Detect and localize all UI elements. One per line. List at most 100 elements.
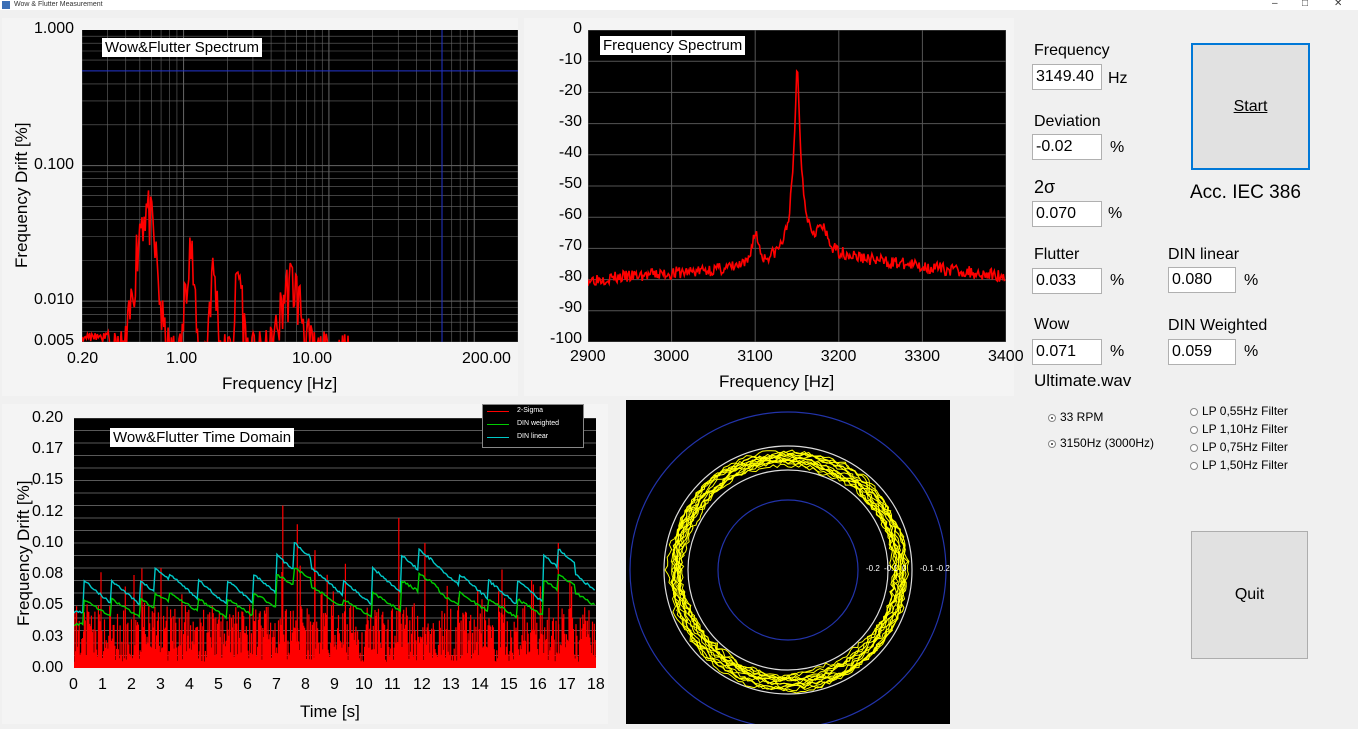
frequency-unit: Hz (1108, 70, 1128, 87)
td-xtick: 8 (301, 676, 310, 693)
radio-dot (1190, 425, 1198, 434)
fs-xlabel: Frequency [Hz] (719, 372, 835, 391)
maximize-button[interactable]: □ (1302, 0, 1309, 9)
close-button[interactable]: ✕ (1334, 0, 1343, 9)
legend-item-din-weighted: DIN weighted (487, 420, 567, 430)
fs-ytick: -30 (558, 113, 582, 130)
app-icon (2, 1, 10, 9)
tone-3150hz-radio[interactable]: 3150Hz (3000Hz) (1048, 436, 1154, 450)
title-bar: Wow & Flutter Measurement – □ ✕ (0, 0, 1358, 10)
td-ytick: 0.08 (32, 565, 64, 582)
fs-ytick: -20 (558, 82, 582, 99)
td-ytick: 0.15 (32, 471, 64, 488)
deviation-field: -0.02 (1032, 134, 1102, 160)
wow-unit: % (1110, 343, 1125, 360)
freq-spectrum-label: Frequency Spectrum (600, 36, 746, 55)
td-xtick: 1 (98, 676, 107, 693)
fs-ytick: 0 (573, 20, 582, 37)
filter-label: LP 0,55Hz Filter (1202, 404, 1288, 418)
filter-lp150-radio[interactable]: LP 1,50Hz Filter (1190, 458, 1288, 472)
polar-tick-label: 0 (902, 564, 907, 573)
wf-ytick-1: 1.000 (34, 20, 75, 37)
quit-button[interactable]: Quit (1191, 531, 1308, 659)
wf-xlabel: Frequency [Hz] (222, 374, 338, 393)
td-xtick: 9 (330, 676, 339, 693)
polar-tick-label: -0.1 (884, 564, 898, 573)
td-xtick: 13 (442, 676, 460, 693)
td-xtick: 12 (413, 676, 431, 693)
td-xtick: 4 (185, 676, 194, 693)
window-title: Wow & Flutter Measurement (14, 1, 103, 8)
polar-plot: -0.2 -0.1 0 -0.1 -0.2 (626, 400, 950, 729)
deviation-label: Deviation (1034, 113, 1101, 130)
td-ytick: 0.03 (32, 628, 64, 645)
wf-xtick-4: 200.00 (462, 350, 511, 367)
two-sigma-field: 0.070 (1032, 201, 1102, 227)
fs-ytick: -40 (558, 144, 582, 161)
polar-ring (663, 445, 913, 695)
polar-trace (678, 450, 899, 692)
td-ytick: 0.10 (32, 534, 64, 551)
din-weighted-field: 0.059 (1168, 339, 1236, 365)
fs-xtick: 2900 (570, 348, 606, 365)
legend-label: DIN weighted (517, 420, 560, 427)
polar-trace (671, 463, 910, 681)
wf-spectrum-label: Wow&Flutter Spectrum (102, 38, 262, 57)
filter-lp075-radio[interactable]: LP 0,75Hz Filter (1190, 440, 1288, 454)
td-xtick: 5 (214, 676, 223, 693)
td-xtick: 10 (355, 676, 373, 693)
wf-spectrum-trace (81, 190, 518, 357)
wf-spectrum-panel: Wow&Flutter Spectrum 1.000 0.100 0.010 0… (2, 18, 519, 396)
fs-ytick: -90 (558, 299, 582, 316)
polar-trace (664, 460, 909, 682)
wf-xtick-3: 10.00 (292, 350, 333, 367)
td-xtick: 11 (384, 676, 401, 693)
start-button[interactable]: Start (1191, 43, 1310, 170)
polar-trace (675, 454, 899, 689)
td-ytick: 0.20 (32, 409, 64, 426)
wf-xtick-1: 0.20 (67, 350, 99, 367)
td-xtick: 15 (500, 676, 518, 693)
td-ytick: 0.05 (32, 596, 64, 613)
polar-tick-label: -0.2 (866, 564, 880, 573)
din-linear-field: 0.080 (1168, 267, 1236, 293)
legend-item-2sigma: 2-Sigma (487, 407, 567, 417)
filter-label: LP 0,75Hz Filter (1202, 440, 1288, 454)
time-domain-plot: Wow&Flutter Time Domain (73, 417, 597, 669)
legend-item-din-linear: DIN linear (487, 433, 567, 443)
polar-tick-label: -0.2 (936, 564, 950, 573)
filter-lp110-radio[interactable]: LP 1,10Hz Filter (1190, 422, 1288, 436)
legend-label: 2-Sigma (517, 407, 544, 414)
frequency-label: Frequency (1034, 42, 1110, 59)
flutter-label: Flutter (1034, 246, 1080, 263)
minimize-button[interactable]: – (1272, 0, 1278, 9)
td-ytick: 0.00 (32, 659, 64, 676)
freq-spectrum-plot: Frequency Spectrum (587, 29, 1007, 343)
fs-ytick: -70 (558, 237, 582, 254)
td-xtick: 3 (156, 676, 165, 693)
wf-ytick-3: 0.010 (34, 291, 75, 308)
td-xtick: 14 (471, 676, 489, 693)
radio-dot (1190, 407, 1198, 416)
deviation-unit: % (1110, 139, 1125, 156)
td-xtick: 6 (243, 676, 252, 693)
din-linear-unit: % (1244, 272, 1259, 289)
polar-ring (717, 499, 859, 641)
filter-lp055-radio[interactable]: LP 0,55Hz Filter (1190, 404, 1288, 418)
td-xtick: 0 (69, 676, 78, 693)
flutter-unit: % (1110, 272, 1125, 289)
speed-33rpm-radio[interactable]: 33 RPM (1048, 410, 1103, 424)
wf-ytick-4: 0.005 (34, 332, 75, 349)
two-sigma-label: 2σ (1034, 177, 1056, 197)
td-ytick: 0.17 (32, 440, 64, 457)
fs-xtick: 3000 (653, 348, 690, 365)
flutter-field: 0.033 (1032, 268, 1102, 294)
time-domain-legend: 2-Sigma DIN weighted DIN linear (482, 404, 584, 448)
time-domain-label: Wow&Flutter Time Domain (110, 428, 295, 447)
polar-trace (677, 452, 901, 691)
fs-xtick: 3300 (904, 348, 940, 365)
polar-tick-label: -0.1 (920, 564, 934, 573)
speed-label: 33 RPM (1060, 410, 1104, 424)
td-xtick: 16 (529, 676, 547, 693)
fs-ytick: -50 (558, 175, 582, 192)
